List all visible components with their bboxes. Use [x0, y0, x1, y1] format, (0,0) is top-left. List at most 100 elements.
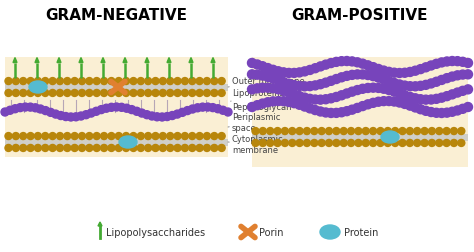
Circle shape [311, 82, 320, 90]
Text: Protein: Protein [344, 227, 378, 237]
Circle shape [411, 94, 420, 103]
Circle shape [137, 90, 144, 97]
Circle shape [374, 84, 383, 93]
Circle shape [123, 78, 129, 85]
Text: Outer membrane: Outer membrane [228, 76, 305, 88]
Circle shape [384, 68, 393, 77]
Circle shape [342, 72, 351, 81]
Circle shape [189, 78, 196, 85]
Circle shape [437, 76, 446, 85]
Circle shape [427, 108, 436, 117]
Circle shape [12, 78, 19, 85]
Circle shape [5, 78, 12, 85]
Ellipse shape [119, 137, 137, 148]
Circle shape [442, 109, 451, 118]
Circle shape [31, 104, 39, 112]
Circle shape [145, 78, 152, 85]
Circle shape [62, 113, 70, 121]
Circle shape [152, 78, 159, 85]
Circle shape [167, 133, 173, 140]
Circle shape [269, 66, 278, 75]
Circle shape [274, 97, 283, 106]
Text: GRAM-NEGATIVE: GRAM-NEGATIVE [46, 8, 188, 23]
Circle shape [340, 140, 347, 147]
Circle shape [448, 73, 456, 82]
Circle shape [71, 133, 78, 140]
Circle shape [203, 145, 210, 152]
Circle shape [137, 145, 144, 152]
Circle shape [174, 78, 181, 85]
Circle shape [20, 145, 27, 152]
Circle shape [421, 107, 430, 116]
Circle shape [300, 68, 309, 77]
Ellipse shape [29, 82, 47, 94]
Circle shape [203, 78, 210, 85]
Circle shape [253, 71, 262, 80]
Circle shape [400, 100, 409, 109]
Circle shape [311, 96, 320, 105]
Circle shape [108, 133, 115, 140]
Circle shape [174, 90, 181, 97]
Circle shape [406, 68, 415, 77]
Circle shape [27, 90, 34, 97]
Circle shape [97, 106, 105, 114]
Circle shape [390, 98, 399, 107]
Circle shape [353, 86, 362, 95]
Circle shape [358, 71, 367, 80]
Circle shape [427, 80, 436, 89]
Circle shape [42, 145, 49, 152]
Circle shape [347, 140, 355, 147]
Circle shape [390, 88, 399, 97]
Circle shape [290, 90, 299, 100]
Circle shape [108, 90, 115, 97]
Circle shape [311, 140, 318, 147]
Circle shape [259, 128, 266, 135]
Polygon shape [211, 58, 215, 63]
Circle shape [295, 101, 304, 110]
Circle shape [49, 145, 56, 152]
Circle shape [174, 133, 181, 140]
Circle shape [395, 81, 404, 90]
Circle shape [211, 145, 218, 152]
Circle shape [259, 140, 266, 147]
Circle shape [411, 82, 420, 91]
Circle shape [67, 114, 75, 121]
Bar [5, 139, 228, 146]
Circle shape [274, 68, 283, 76]
Circle shape [342, 107, 351, 116]
Circle shape [253, 84, 262, 93]
Circle shape [27, 133, 34, 140]
Circle shape [333, 140, 340, 147]
Circle shape [279, 97, 288, 106]
Circle shape [406, 82, 415, 91]
Circle shape [108, 78, 115, 85]
Circle shape [115, 90, 122, 97]
Circle shape [311, 65, 320, 73]
Circle shape [218, 133, 225, 140]
Circle shape [42, 107, 50, 115]
Circle shape [274, 140, 281, 147]
Circle shape [203, 133, 210, 140]
Circle shape [82, 111, 90, 119]
Circle shape [123, 105, 131, 113]
Circle shape [123, 145, 129, 152]
Circle shape [279, 78, 288, 87]
Circle shape [173, 111, 182, 119]
Circle shape [258, 72, 267, 81]
Circle shape [453, 107, 462, 115]
Circle shape [219, 107, 227, 115]
Circle shape [145, 133, 152, 140]
Circle shape [263, 98, 272, 107]
Circle shape [458, 140, 465, 147]
Circle shape [374, 98, 383, 107]
Circle shape [11, 105, 19, 113]
Circle shape [204, 104, 212, 112]
Circle shape [321, 61, 330, 70]
Circle shape [364, 84, 373, 93]
Circle shape [443, 128, 450, 135]
Circle shape [427, 62, 436, 71]
Polygon shape [145, 58, 149, 63]
Circle shape [133, 108, 141, 116]
Circle shape [450, 140, 457, 147]
Circle shape [395, 99, 404, 108]
